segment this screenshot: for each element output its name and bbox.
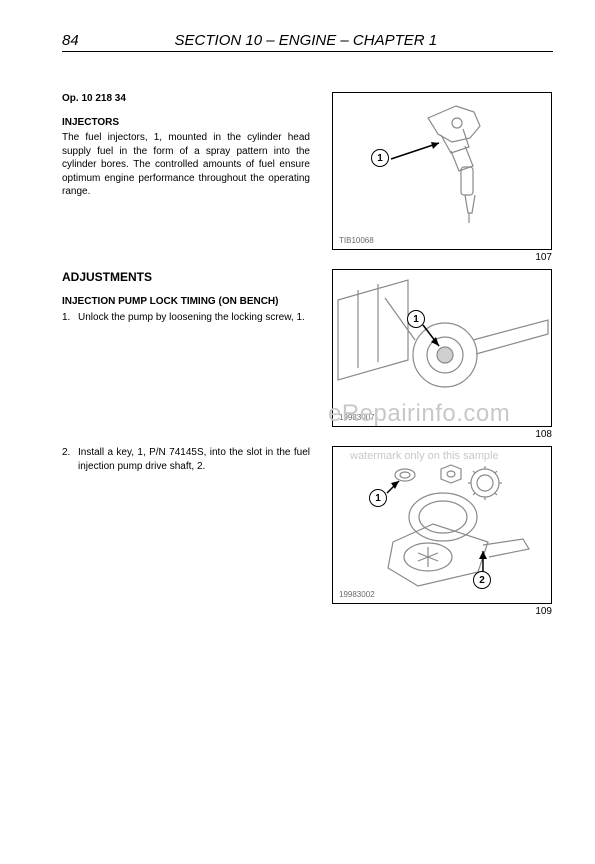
injectors-heading: INJECTORS <box>62 116 310 130</box>
content-row-1: Op. 10 218 34 INJECTORS The fuel injecto… <box>62 92 553 269</box>
step-2-text: Install a key, 1, P/N 74145S, into the s… <box>78 446 310 473</box>
figure-108: 1 19983007 <box>332 269 552 427</box>
step-2: 2. Install a key, 1, P/N 74145S, into th… <box>62 446 310 473</box>
injectors-text: The fuel injectors, 1, mounted in the cy… <box>62 131 310 199</box>
page-number: 84 <box>62 32 79 49</box>
figure-ref-107: TIB10068 <box>339 236 374 245</box>
page-header: 84 SECTION 10 – ENGINE – CHAPTER 1 <box>62 32 553 52</box>
timing-heading: INJECTION PUMP LOCK TIMING (ON BENCH) <box>62 295 310 309</box>
left-column-1: Op. 10 218 34 INJECTORS The fuel injecto… <box>62 92 310 269</box>
figure-ref-108: 19983007 <box>339 413 375 422</box>
section-title: SECTION 10 – ENGINE – CHAPTER 1 <box>79 32 533 49</box>
adjustments-heading: ADJUSTMENTS <box>62 269 310 285</box>
right-column-1: 1 TIB10068 107 <box>332 92 552 269</box>
left-column-2: ADJUSTMENTS INJECTION PUMP LOCK TIMING (… <box>62 269 310 446</box>
op-code: Op. 10 218 34 <box>62 92 310 106</box>
content-row-3: 2. Install a key, 1, P/N 74145S, into th… <box>62 446 553 623</box>
figure-number-107: 107 <box>332 252 552 263</box>
drive-shaft-drawing-icon <box>333 447 552 604</box>
callout-1-f109: 1 <box>369 489 387 507</box>
injector-drawing-icon <box>333 93 552 250</box>
right-column-2: 1 19983007 108 <box>332 269 552 446</box>
right-column-3: 1 2 19983002 109 <box>332 446 552 623</box>
callout-2-f109: 2 <box>473 571 491 589</box>
figure-number-108: 108 <box>332 429 552 440</box>
step-1-text: Unlock the pump by loosening the locking… <box>78 311 310 325</box>
callout-1: 1 <box>371 149 389 167</box>
figure-number-109: 109 <box>332 606 552 617</box>
pump-lock-drawing-icon <box>333 270 552 427</box>
figure-109: 1 2 19983002 <box>332 446 552 604</box>
step-1: 1. Unlock the pump by loosening the lock… <box>62 311 310 325</box>
step-2-num: 2. <box>62 446 78 473</box>
callout-1-f108: 1 <box>407 310 425 328</box>
figure-ref-109: 19983002 <box>339 590 375 599</box>
figure-107: 1 TIB10068 <box>332 92 552 250</box>
content-row-2: ADJUSTMENTS INJECTION PUMP LOCK TIMING (… <box>62 269 553 446</box>
left-column-3: 2. Install a key, 1, P/N 74145S, into th… <box>62 446 310 623</box>
step-1-num: 1. <box>62 311 78 325</box>
